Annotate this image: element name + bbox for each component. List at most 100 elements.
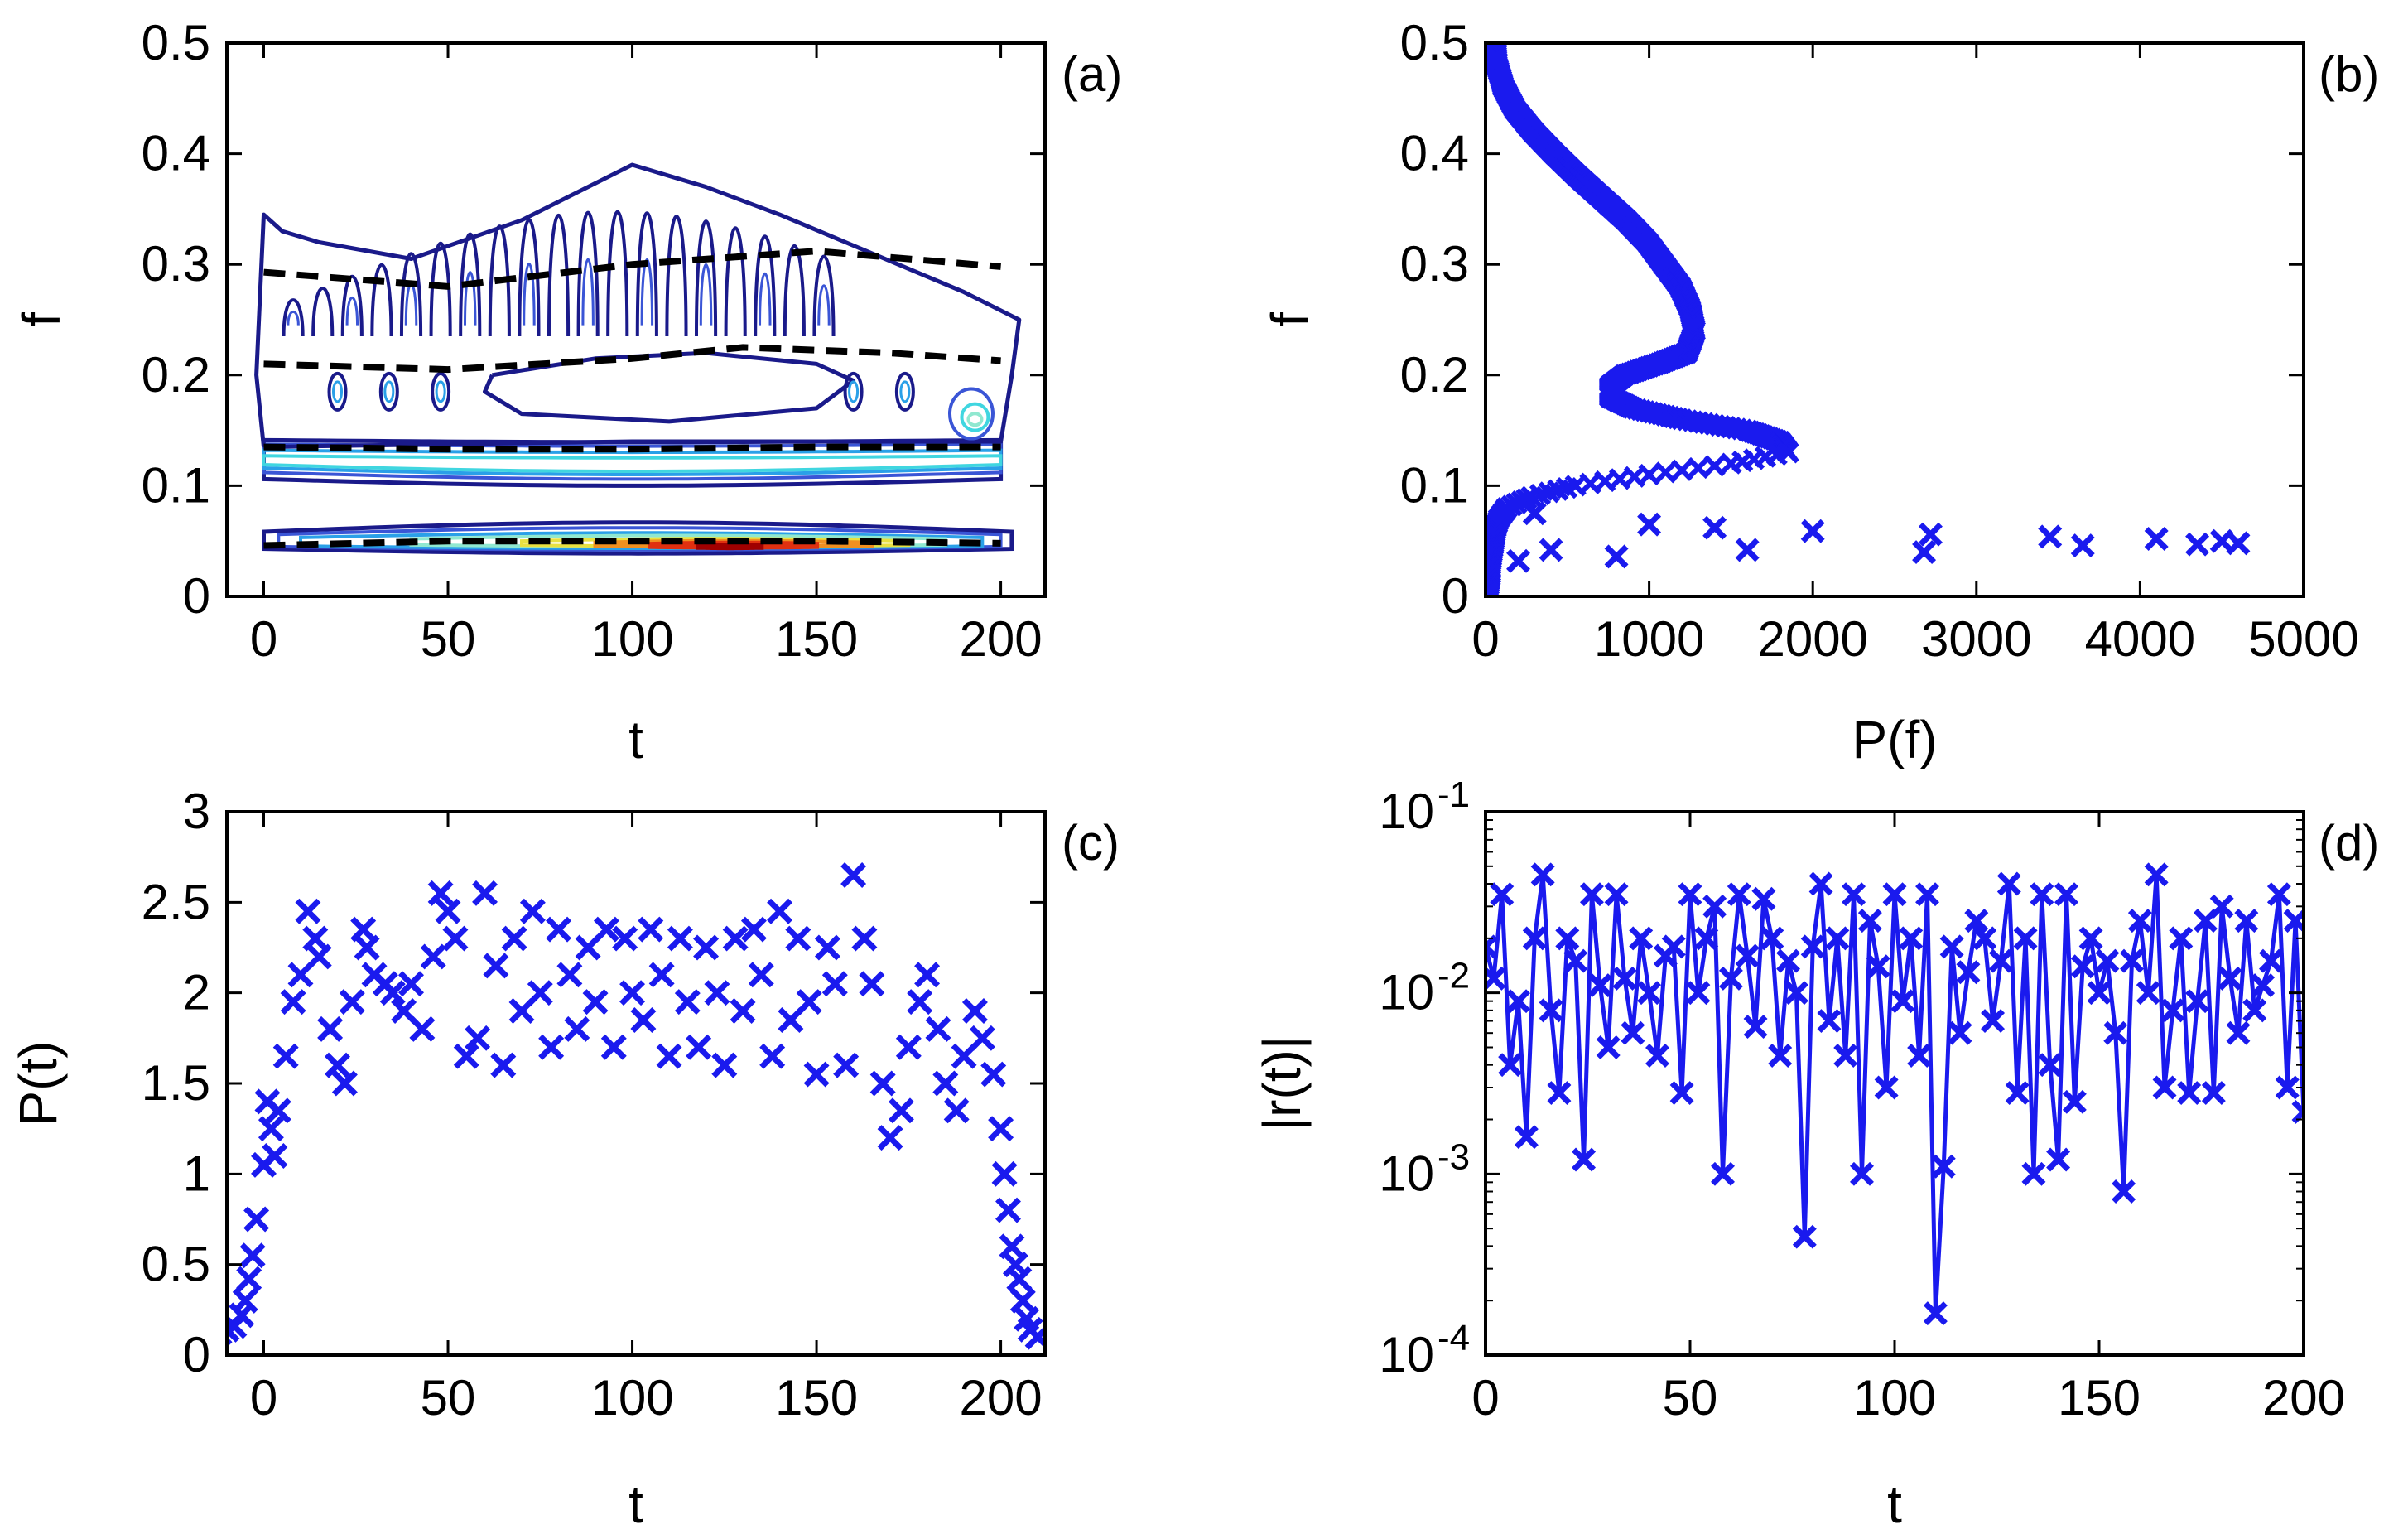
data-point xyxy=(350,916,377,943)
data-point xyxy=(325,1052,350,1078)
x-tick-label: 100 xyxy=(1853,1370,1936,1425)
data-point xyxy=(435,898,461,924)
spectrum-point xyxy=(2226,531,2251,556)
contour-line xyxy=(262,442,1003,481)
data-point xyxy=(988,1116,1014,1142)
data-point xyxy=(2169,926,2194,951)
data-point xyxy=(656,1043,682,1069)
data-point xyxy=(980,1061,1007,1088)
contour-finger xyxy=(282,298,305,337)
data-point xyxy=(331,1070,358,1097)
panel-b-xlabel: P(f) xyxy=(1852,710,1937,769)
ridge-line xyxy=(263,538,1001,549)
data-point xyxy=(483,953,509,979)
spectrum-point xyxy=(1604,544,1629,569)
x-tick-label: 2000 xyxy=(1757,611,1867,667)
data-point xyxy=(317,1015,344,1042)
data-point xyxy=(943,1097,970,1124)
ridge-line xyxy=(263,443,1001,453)
data-point xyxy=(1956,960,1981,985)
data-point xyxy=(840,862,867,889)
data-point xyxy=(1645,1044,1669,1068)
data-point xyxy=(508,998,535,1025)
contour-finger xyxy=(429,241,452,337)
contour-finger-inner xyxy=(523,263,536,326)
panel-d-plot-area xyxy=(1486,862,2304,1326)
data-point xyxy=(1972,926,1997,951)
data-point xyxy=(391,998,417,1025)
data-point xyxy=(354,934,380,961)
contour-line xyxy=(262,454,1003,473)
data-point xyxy=(630,1006,657,1033)
spectrum-point xyxy=(2070,533,2095,558)
contour-finger-inner xyxy=(817,284,831,326)
y-tick-base: 10 xyxy=(1379,784,1434,839)
x-tick-label: 150 xyxy=(775,1370,858,1425)
panel-a-plot-area xyxy=(254,162,1022,556)
data-point xyxy=(1899,926,1924,951)
contour-finger xyxy=(370,263,393,337)
data-point xyxy=(1563,948,1588,973)
panel-a: 0 50 100 150 200 0 0.1 0.2 0.3 0.4 0.5 t f (a) xyxy=(12,15,1122,769)
data-point xyxy=(1604,882,1629,907)
spectrum-point xyxy=(1506,548,1530,573)
data-point xyxy=(232,1287,258,1314)
contour-finger xyxy=(694,219,718,337)
data-point xyxy=(2218,966,2242,991)
spectrum-point xyxy=(1918,522,1943,547)
data-point xyxy=(991,1160,1018,1187)
data-point xyxy=(1890,989,1915,1014)
y-tick-label: 1 xyxy=(183,1146,210,1201)
spectrum-point xyxy=(1702,515,1727,540)
data-point xyxy=(932,1070,959,1097)
data-point xyxy=(2136,981,2160,1006)
contour-finger-inner xyxy=(581,258,595,326)
spectrum-point xyxy=(1654,461,1677,484)
spectrum-point xyxy=(2038,524,2063,549)
contour-finger-inner xyxy=(345,297,359,326)
data-point xyxy=(995,1197,1021,1223)
panel-c-axes: 0 50 100 150 200 0 0.5 1 1.5 2 2.5 3 xyxy=(142,784,1045,1425)
y-tick-label: 0.3 xyxy=(1400,236,1469,292)
contour-loop xyxy=(947,387,995,441)
y-tick-label: 0.2 xyxy=(142,347,210,403)
y-tick-base: 10 xyxy=(1379,965,1434,1020)
data-point xyxy=(1907,1044,1932,1068)
data-point xyxy=(1637,981,1662,1006)
data-point xyxy=(1661,934,1686,959)
panel-b-ylabel: f xyxy=(1260,312,1320,327)
contour-line xyxy=(262,520,1014,556)
data-point xyxy=(1572,1147,1597,1172)
data-point xyxy=(1923,1301,1948,1326)
contour-finger xyxy=(724,226,747,337)
data-point xyxy=(686,1034,712,1060)
data-point xyxy=(759,1043,786,1069)
contour-finger xyxy=(754,234,777,337)
y-tick-base: 10 xyxy=(1379,1146,1434,1201)
data-point xyxy=(302,925,329,952)
data-point xyxy=(778,1006,804,1033)
data-point xyxy=(564,1015,590,1042)
spectrum-point xyxy=(1486,583,1499,596)
data-point xyxy=(1792,1224,1817,1249)
x-tick-label: 3000 xyxy=(1921,611,2031,667)
data-point xyxy=(1939,934,1964,959)
contour-finger xyxy=(606,210,629,337)
x-tick-label: 50 xyxy=(421,611,476,667)
data-point xyxy=(465,1025,491,1051)
x-tick-label: 0 xyxy=(250,611,277,667)
data-point xyxy=(280,989,306,1015)
y-tick-label: 10 xyxy=(1379,1146,1434,1201)
data-point xyxy=(2242,998,2267,1023)
data-point xyxy=(1948,1020,1972,1045)
data-point xyxy=(1882,882,1907,907)
data-point xyxy=(925,1015,951,1042)
data-point xyxy=(2291,1099,2304,1124)
spectrum-point xyxy=(1670,459,1693,481)
data-point xyxy=(265,1097,291,1124)
contour-loop xyxy=(894,371,915,412)
data-point xyxy=(638,916,664,943)
y-tick-label: 1.5 xyxy=(142,1055,210,1111)
data-point xyxy=(379,980,406,1006)
